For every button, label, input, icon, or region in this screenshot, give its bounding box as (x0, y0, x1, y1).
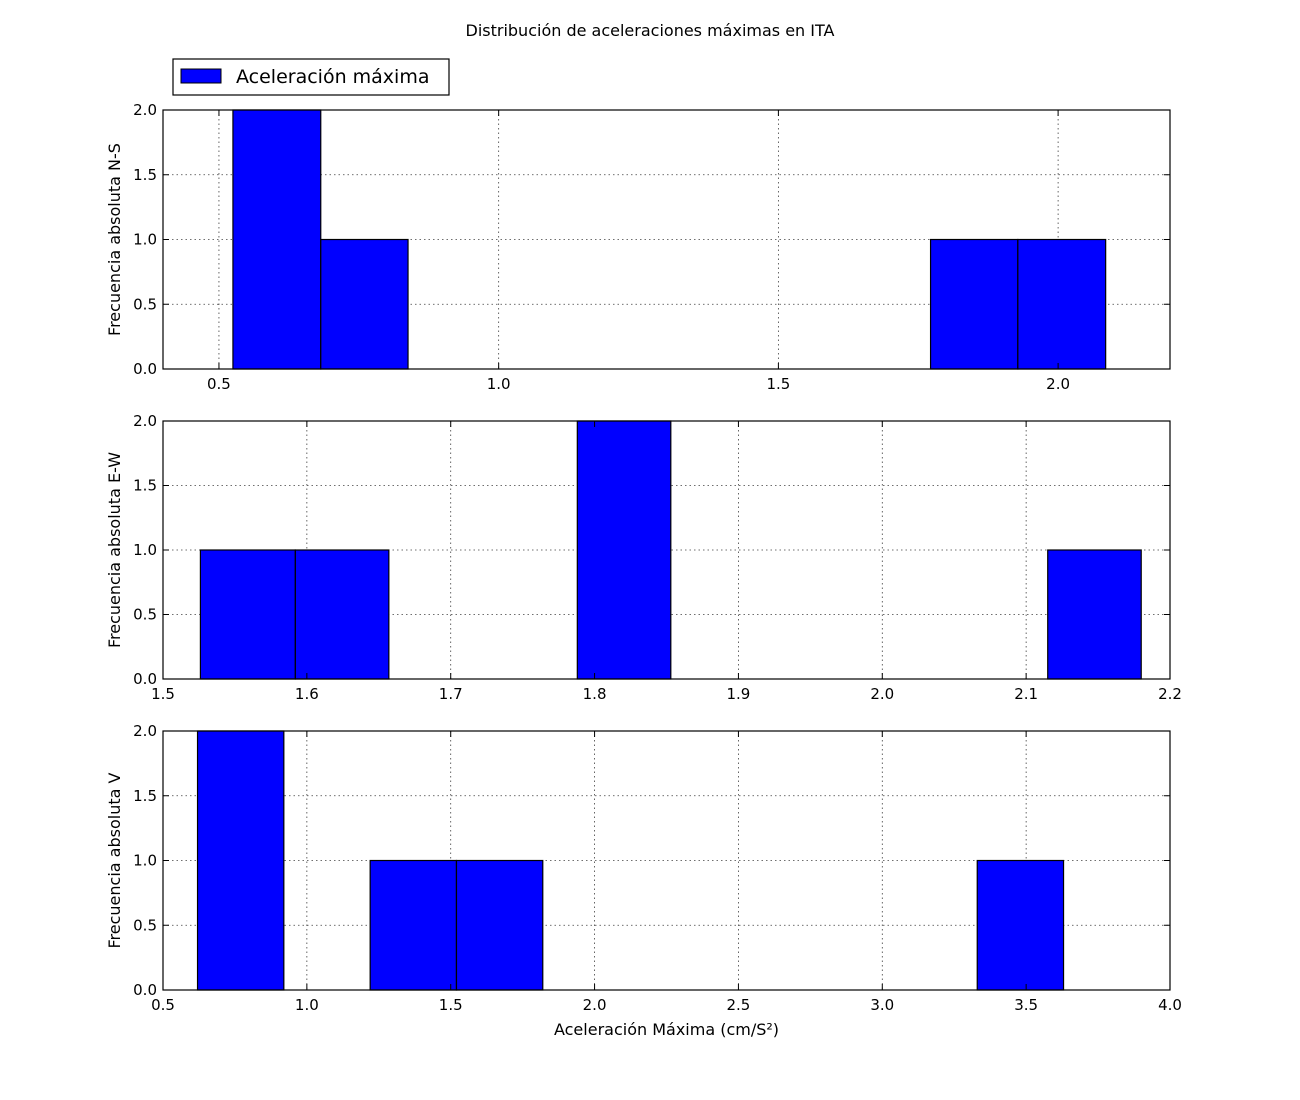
panel-ew-xtick-label-1: 1.6 (295, 685, 319, 703)
panel-ew-xtick-label-4: 1.9 (726, 685, 750, 703)
panel-ew-ytick-label-3: 1.5 (133, 477, 157, 495)
panel-v-xtick-label-6: 3.5 (1014, 996, 1038, 1014)
panel-ew-ytick-label-1: 0.5 (133, 606, 157, 624)
panel-ns-xtick-label-0: 0.5 (207, 375, 231, 393)
panel-v-ylabel: Frecuencia absoluta V (105, 772, 124, 948)
panel-v-xlabel: Aceleración Máxima (cm/S²) (554, 1020, 779, 1039)
panel-v-xtick-label-4: 2.5 (726, 996, 750, 1014)
panel-v-xtick-label-5: 3.0 (870, 996, 894, 1014)
panel-ns: 0.5 1.0 1.5 2.0 0.0 0.5 1.0 1.5 2.0 Frecuencia ab… (105, 101, 1171, 393)
legend-swatch (180, 68, 222, 84)
panel-ew-ytick-label-4: 2.0 (133, 412, 157, 430)
panel-ns-ytick-label-2: 1.0 (133, 231, 157, 249)
panel-ns-bar-3 (1017, 238, 1107, 370)
panel-ew-ytick-label-2: 1.0 (133, 541, 157, 559)
panel-ew-bar-3 (1047, 549, 1142, 680)
panel-ns-xtick-label-1: 1.0 (487, 375, 511, 393)
panel-v-ytick-label-2: 1.0 (133, 852, 157, 870)
figure-title: Distribución de aceleraciones máximas en… (466, 21, 835, 40)
panel-v-bar-0 (196, 730, 285, 991)
panel-ns-xtick-label-2: 1.5 (766, 375, 790, 393)
panel-v: 0.5 1.0 1.5 2.0 2.5 3.0 3.5 4.00.00.51.01.52.0F… (105, 722, 1182, 1039)
panel-ns-xtick-label-3: 2.0 (1046, 375, 1070, 393)
panel-ew-ylabel: Frecuencia absoluta E-W (105, 452, 124, 648)
panel-ew-xtick-label-6: 2.1 (1014, 685, 1038, 703)
panel-ns-bar-1 (320, 238, 409, 370)
panel-ns-ytick-label-3: 1.5 (133, 166, 157, 184)
panel-ns-ytick-label-1: 0.5 (133, 295, 157, 313)
panel-ew-xtick-label-2: 1.7 (439, 685, 463, 703)
panel-ew-xtick-label-0: 1.5 (151, 685, 175, 703)
panel-ew-ytick-label-0: 0.0 (133, 670, 157, 688)
panel-v-ytick-label-3: 1.5 (133, 787, 157, 805)
panel-v-xtick-label-7: 4.0 (1158, 996, 1182, 1014)
panel-v-bar-3 (976, 859, 1065, 991)
panel-v-ytick-label-1: 0.5 (133, 916, 157, 934)
panel-ew-xtick-label-7: 2.2 (1158, 685, 1182, 703)
panel-v-xtick-label-2: 1.5 (439, 996, 463, 1014)
panel-v-ytick-label-4: 2.0 (133, 722, 157, 740)
panel-ew-bar-0 (199, 549, 296, 680)
panel-ew-bar-2 (576, 420, 672, 680)
panel-ns-ytick-label-4: 2.0 (133, 101, 157, 119)
panel-v-ytick-label-0: 0.0 (133, 981, 157, 999)
panel-v-xtick-label-1: 1.0 (295, 996, 319, 1014)
panel-ns-ytick-label-0: 0.0 (133, 360, 157, 378)
panel-ew: 1.5 1.6 1.7 1.8 1.9 2.0 2.1 2.2 0.0 0.5 1.0 1.5 2.0 F… (105, 412, 1182, 703)
panel-ns-ylabel: Frecuencia absoluta N-S (105, 143, 124, 336)
legend-label: Aceleración máxima (236, 66, 429, 88)
panel-v-bar-2 (455, 859, 544, 991)
panel-ew-bar-1 (294, 549, 390, 680)
panel-v-bar-1 (369, 859, 458, 991)
panel-v-xtick-label-3: 2.0 (583, 996, 607, 1014)
panel-v-xtick-label-0: 0.5 (151, 996, 175, 1014)
panel-ns-bar-2 (929, 238, 1019, 370)
panel-ns-bar-0 (232, 109, 322, 370)
legend: Aceleración máxima (172, 58, 450, 96)
panel-ew-xtick-label-3: 1.8 (583, 685, 607, 703)
panel-ew-xtick-label-5: 2.0 (870, 685, 894, 703)
